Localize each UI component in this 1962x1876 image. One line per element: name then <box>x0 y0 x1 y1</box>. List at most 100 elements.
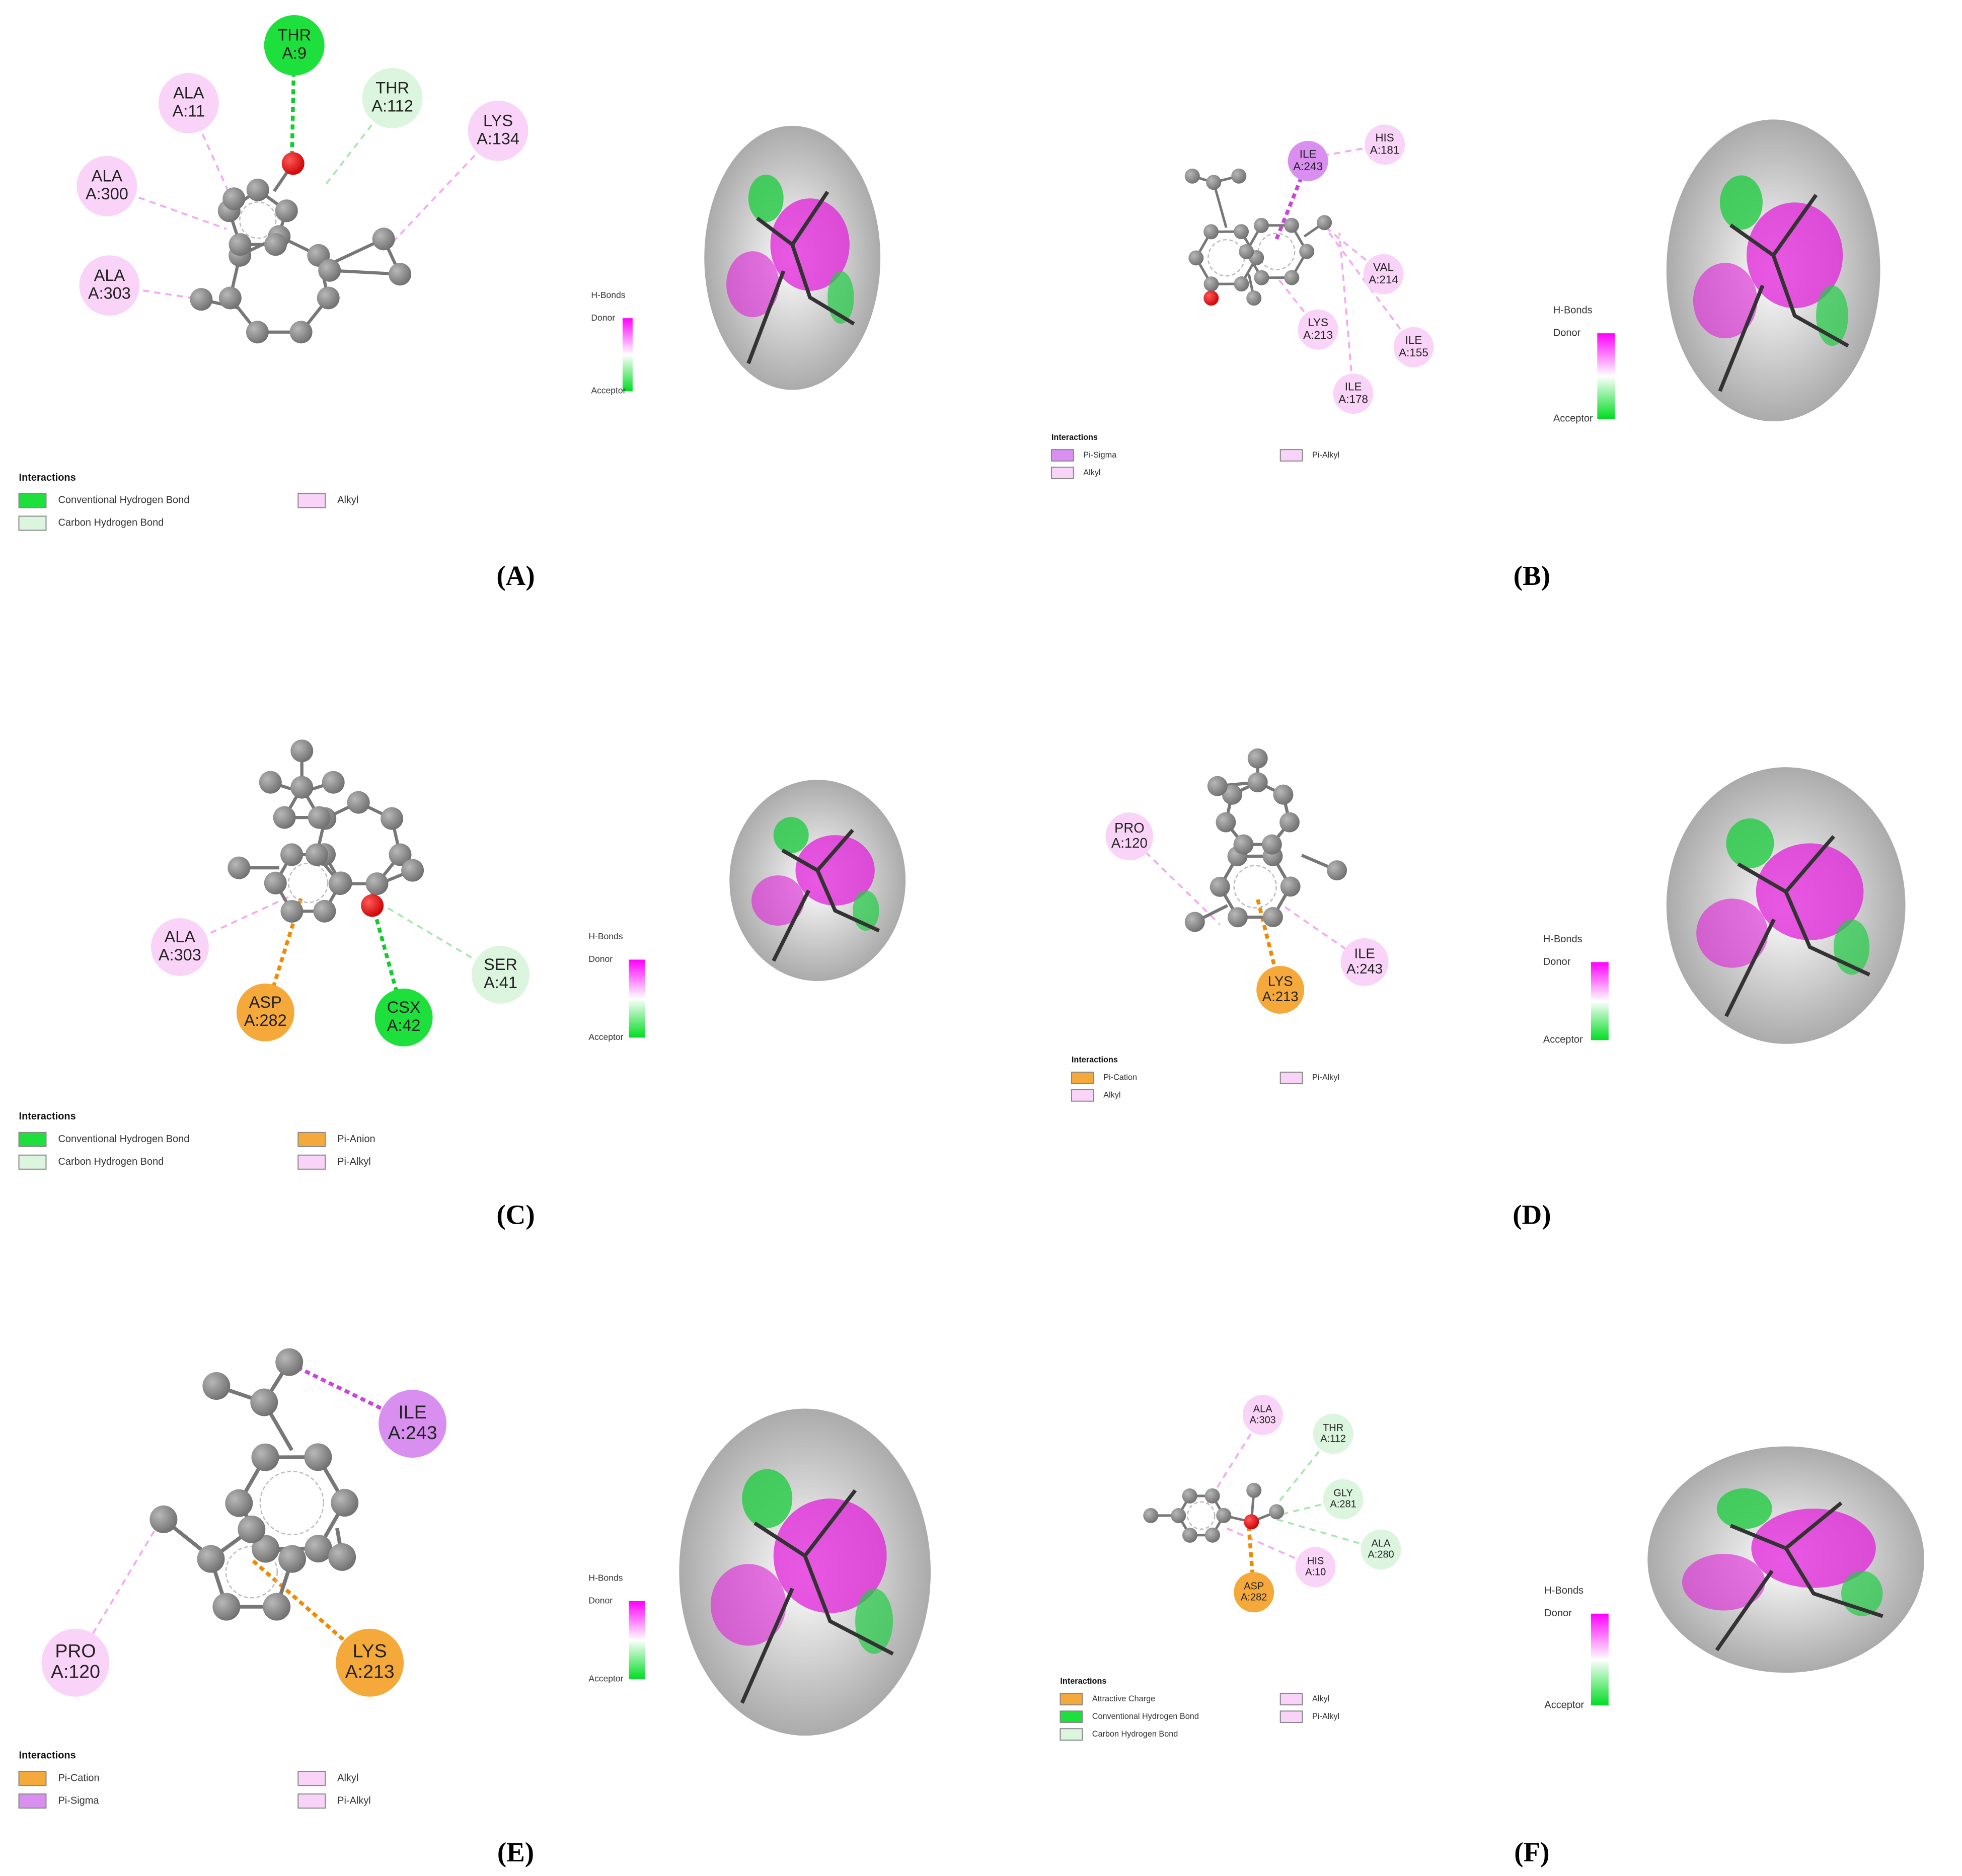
legend-swatch <box>18 1771 47 1786</box>
carbon-atom <box>1210 876 1230 897</box>
residue <box>362 67 423 128</box>
carbon-atom <box>1203 276 1219 292</box>
carbon-atom <box>1254 270 1269 285</box>
oxygen-atom <box>1244 1514 1259 1530</box>
residue <box>1313 1413 1353 1454</box>
surface-acceptor <box>773 817 809 854</box>
residue-id: A:10 <box>1305 1567 1326 1578</box>
carbon-atom <box>263 1593 291 1621</box>
surface-donor <box>1756 843 1864 940</box>
residue-id: A:112 <box>371 97 413 115</box>
carbon-atom <box>381 807 404 830</box>
residue-name: SER <box>484 955 517 973</box>
residue-name: HIS <box>1375 131 1394 144</box>
aromatic-ring <box>239 201 277 239</box>
legend-label: Pi-Sigma <box>58 1795 99 1806</box>
legend-label: Pi-Alkyl <box>1312 1073 1339 1082</box>
panel-label: (C) <box>496 1199 535 1230</box>
residue-name: GLY <box>1333 1488 1352 1499</box>
residue <box>41 1628 110 1697</box>
carbon-atom <box>246 178 269 201</box>
carbon-atom <box>280 899 304 923</box>
carbon-atom <box>1233 834 1254 855</box>
carbon-atom <box>347 791 370 814</box>
residue-name: LYS <box>1268 973 1293 989</box>
legend-title: Interactions <box>1060 1677 1106 1686</box>
carbon-atom <box>365 872 389 895</box>
residue-name: ILE <box>1405 334 1422 346</box>
legend-label: Pi-Sigma <box>1083 451 1117 460</box>
legend-swatch <box>297 493 326 508</box>
residue-id: A:213 <box>345 1661 395 1682</box>
residue-id: A:155 <box>1399 346 1428 359</box>
carbon-atom <box>389 843 412 866</box>
carbon-atom <box>1182 1488 1197 1504</box>
legend-label: Alkyl <box>1312 1694 1329 1703</box>
carbon-atom <box>1262 907 1283 928</box>
carbon-atom <box>1184 168 1200 184</box>
residue <box>468 100 529 161</box>
legend-swatch <box>1060 1728 1083 1741</box>
legend-title: Interactions <box>19 472 76 483</box>
hbond-title: H-Bonds <box>1544 1585 1583 1596</box>
aromatic-ring <box>287 862 329 904</box>
carbon-atom <box>246 321 269 344</box>
aromatic-ring <box>1187 1501 1216 1530</box>
hbond-acceptor: Acceptor <box>588 1032 623 1042</box>
legend-swatch <box>1279 1710 1303 1723</box>
surface-donor <box>1693 263 1758 339</box>
carbon-atom <box>1279 812 1300 833</box>
carbon-atom <box>1204 1488 1220 1504</box>
carbon-atom <box>1216 812 1236 833</box>
residue-name: LYS <box>483 112 513 130</box>
residue-name: PRO <box>1114 820 1145 836</box>
carbon-atom <box>1234 224 1249 240</box>
carbon-atom <box>1207 776 1228 796</box>
carbon-atom <box>318 259 341 282</box>
legend-label: Carbon Hydrogen Bond <box>1092 1730 1178 1739</box>
carbon-atom <box>275 199 298 222</box>
carbon-atom <box>225 1489 253 1517</box>
residue-id: A:281 <box>1330 1499 1356 1510</box>
legend-label: Conventional Hydrogen Bond <box>58 495 189 506</box>
panel-label: (A) <box>496 560 535 591</box>
carbon-atom <box>1234 276 1249 292</box>
carbon-atom <box>331 1489 359 1517</box>
residue <box>1105 812 1154 861</box>
residue-id: A:300 <box>86 185 128 203</box>
residue-name: ILE <box>1354 946 1375 961</box>
carbon-atom <box>1188 250 1204 266</box>
residue-name: ALA <box>1253 1403 1272 1414</box>
oxygen-atom <box>1203 290 1219 306</box>
residue <box>1333 373 1374 414</box>
residue <box>236 983 294 1041</box>
legend-swatch <box>1279 449 1303 462</box>
legend-title: Interactions <box>1072 1056 1118 1065</box>
carbon-atom <box>1182 1527 1197 1543</box>
hbond-scale <box>622 318 633 392</box>
legend-swatch <box>18 1154 47 1170</box>
residue-name: VAL <box>1373 261 1394 273</box>
ligand-sticks <box>772 829 880 962</box>
residue <box>79 255 140 316</box>
carbon-atom <box>149 1505 178 1533</box>
residue-name: ASP <box>1244 1581 1264 1592</box>
legend-swatch <box>18 515 47 531</box>
residue-name: ILE <box>1345 381 1362 393</box>
interaction-line <box>324 97 394 187</box>
hbond-scale <box>629 959 645 1038</box>
carbon-atom <box>251 1443 279 1471</box>
legend-title: Interactions <box>19 1750 76 1761</box>
legend-label: Pi-Alkyl <box>337 1156 371 1167</box>
bond <box>1212 182 1228 228</box>
residue-id: A:213 <box>1262 989 1299 1004</box>
carbon-atom <box>1227 907 1248 928</box>
residue-id: A:282 <box>244 1011 287 1029</box>
hbond-scale <box>1597 333 1615 419</box>
carbon-atom <box>1327 860 1347 881</box>
residue-id: A:280 <box>1368 1549 1394 1560</box>
residue <box>264 15 325 76</box>
bond <box>329 269 400 276</box>
residue-id: A:303 <box>159 946 201 964</box>
carbon-atom <box>322 771 345 794</box>
